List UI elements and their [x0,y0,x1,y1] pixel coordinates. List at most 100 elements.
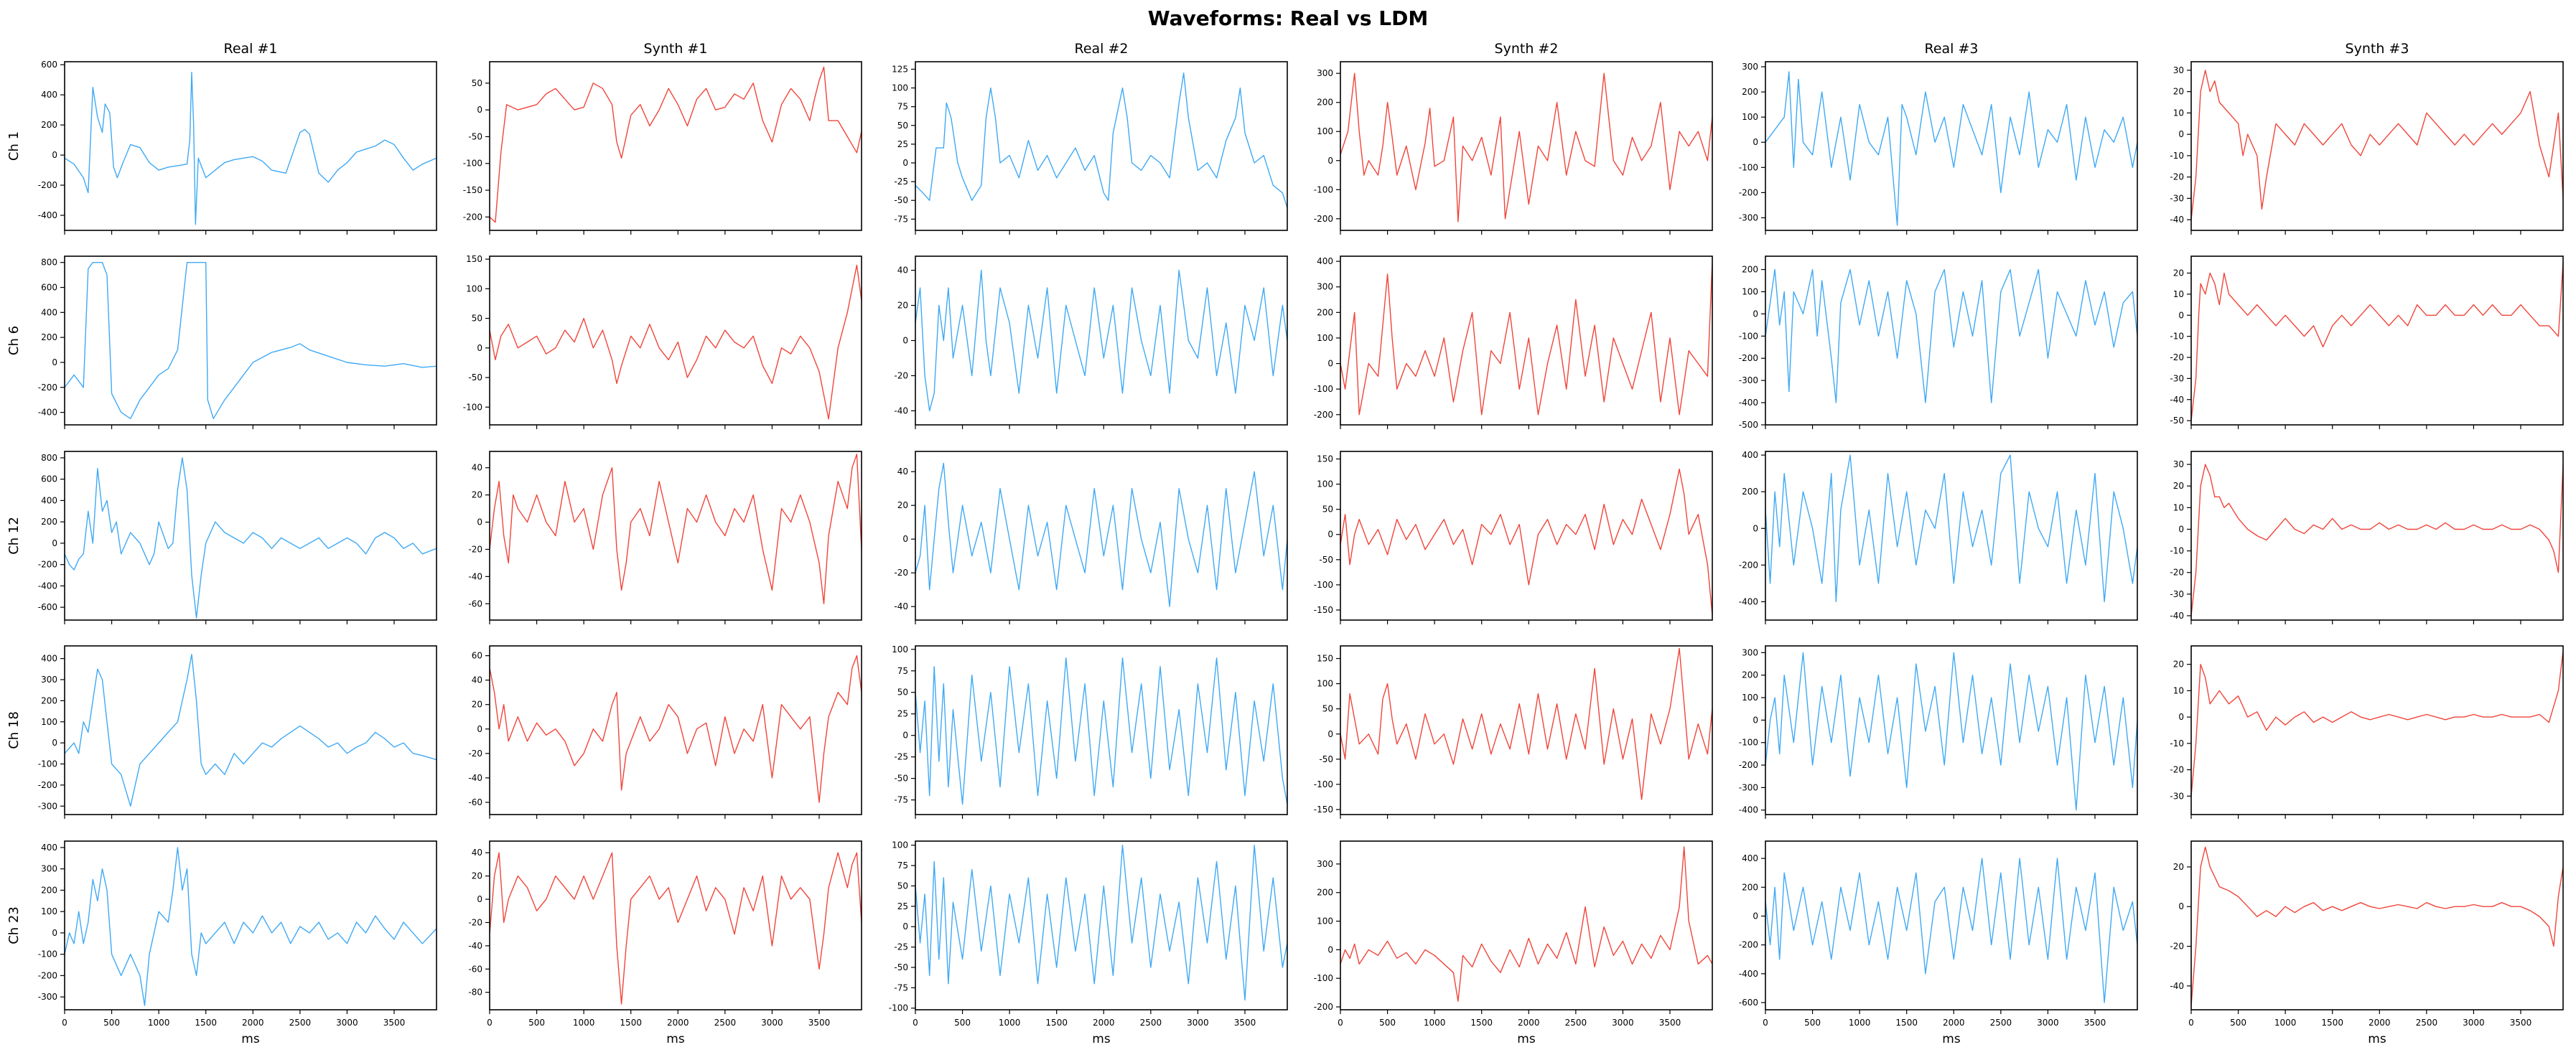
y-tick-label: 50 [472,314,482,324]
x-tick-label: 1500 [2321,1018,2343,1028]
y-tick-label: 400 [1742,853,1758,863]
y-tick-label: 0 [2178,524,2184,534]
y-tick-label: -80 [468,988,482,998]
x-tick-label: 0 [62,1018,67,1028]
y-tick-label: -20 [2170,942,2184,952]
x-tick-label: 1000 [1424,1018,1446,1028]
y-tick-label: -150 [1314,605,1333,615]
panel-real: -600 -400 -200 0 200 400 0 500 1000 1500 2000 2500 3… [1739,840,2138,1046]
y-tick-label: 0 [52,150,57,160]
y-tick-label: -100 [1314,973,1333,983]
y-tick-label: -100 [1739,331,1758,341]
x-tick-label: 2500 [1565,1018,1587,1028]
axes-frame [489,451,862,621]
x-tick-label: 2000 [1518,1018,1540,1028]
y-tick-label: -400 [1739,969,1758,979]
y-tick-label: -10 [2170,738,2184,749]
panel-synth: -40 -30 -20 -10 0 10 20 30 [2170,61,2564,235]
waveform-line [915,845,1287,1001]
y-tick-label: 30 [2173,65,2184,75]
y-tick-label: 100 [1317,916,1333,927]
axes-frame [1765,645,2138,815]
waveform-line [915,657,1287,805]
x-axis-label: ms [241,1032,260,1046]
y-tick-label: 100 [1742,693,1758,703]
waveform-line [915,269,1287,412]
y-tick-label: 150 [1317,454,1333,464]
axes-frame [1765,255,2138,426]
waveform-line [1340,647,1712,800]
y-tick-label: 300 [1317,68,1333,78]
x-tick-label: 500 [954,1018,971,1028]
y-tick-label: 20 [472,871,482,881]
y-tick-label: -75 [894,214,908,224]
axes-frame [1765,451,2138,621]
waveform-line [1340,846,1712,1002]
y-tick-label: 600 [41,283,57,293]
y-tick-label: -400 [1739,596,1758,606]
panel-synth: -200 -150 -100 -50 0 50 [463,61,862,235]
waveform-line [1765,71,2137,226]
y-tick-label: -30 [2170,791,2184,801]
x-tick-label: 3000 [2463,1018,2485,1028]
y-tick-label: -75 [894,795,908,805]
x-tick-label: 2500 [1990,1018,2012,1028]
y-tick-label: 40 [897,266,908,276]
x-tick-label: 2000 [1093,1018,1115,1028]
y-tick-label: -150 [463,185,482,195]
y-tick-label: -200 [1739,940,1758,950]
y-tick-label: 100 [1317,126,1333,136]
y-tick-label: -40 [468,773,482,783]
x-tick-label: 1000 [999,1018,1021,1028]
y-tick-label: -30 [2170,589,2184,599]
y-tick-label: 0 [1753,911,1758,921]
row-label: Ch 12 [6,517,22,555]
waveform-line [490,454,862,604]
y-tick-label: -100 [1739,738,1758,748]
y-tick-label: 50 [897,121,908,131]
x-tick-label: 1500 [620,1018,642,1028]
x-tick-label: 2000 [667,1018,689,1028]
x-tick-label: 500 [1804,1018,1821,1028]
y-tick-label: -20 [468,917,482,927]
axes-frame [1765,840,2138,1010]
x-tick-label: 1500 [1470,1018,1493,1028]
y-tick-label: -300 [38,801,57,811]
panel-real: -400 -300 -200 -100 0 100 200 300 [1739,645,2138,819]
axes-frame [64,451,437,621]
y-tick-label: 100 [466,283,482,294]
waveform-line [2191,262,2563,421]
x-tick-label: 2000 [1943,1018,1965,1028]
panel-synth: -40 -20 0 20 0 500 1000 1500 2000 2500 3000 3500 ms [2170,840,2564,1046]
y-tick-label: 400 [41,307,57,317]
y-tick-label: -200 [463,212,482,222]
y-tick-label: -200 [38,970,57,980]
y-tick-label: -200 [38,560,57,570]
y-tick-label: -100 [463,402,482,412]
y-tick-label: 50 [897,688,908,698]
y-tick-label: 300 [1317,859,1333,869]
waveform-line [2191,651,2563,797]
column-title: Synth #2 [1495,41,1559,57]
axes-frame [489,645,862,815]
y-tick-label: 40 [472,463,482,473]
x-tick-label: 1500 [1045,1018,1068,1028]
panel-grid: Real #1 Synth #1 Real #2 Synth #2 Real #3 Syn… [6,41,2564,1046]
panel-synth: -50 -40 -30 -20 -10 0 10 20 [2170,255,2564,429]
axes-frame [915,645,1288,815]
y-tick-label: -400 [1739,398,1758,408]
y-tick-label: -300 [38,992,57,1002]
y-tick-label: -100 [889,1003,908,1013]
waveform-line [1765,858,2137,1003]
y-tick-label: -100 [1314,779,1333,789]
waveform-line [490,852,862,1005]
panel-real: -600 -400 -200 0 200 400 600 800 [38,451,437,624]
y-tick-label: 100 [1742,112,1758,122]
column-title: Synth #3 [2346,41,2409,57]
column-title: Real #3 [1924,41,1978,57]
y-tick-label: 400 [41,495,57,505]
y-tick-label: -25 [894,942,908,952]
y-tick-label: -400 [1739,805,1758,815]
panel-synth: -150 -100 -50 0 50 100 150 [1314,645,1713,819]
